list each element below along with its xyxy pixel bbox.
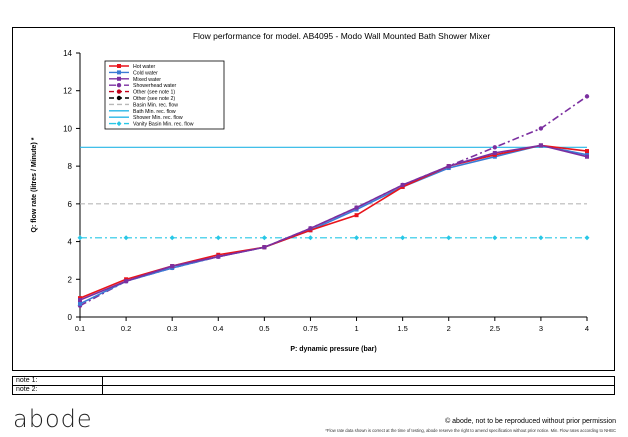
note-label: note 1: bbox=[12, 376, 103, 386]
x-axis-label: P: dynamic pressure (bar) bbox=[290, 346, 376, 353]
data-point bbox=[78, 298, 82, 303]
legend-marker bbox=[117, 70, 121, 75]
legend-entry: Other (see note 1) bbox=[133, 90, 175, 96]
note-row: note 2: bbox=[12, 385, 615, 395]
x-tick-label: 0.5 bbox=[259, 324, 269, 333]
data-point bbox=[538, 126, 544, 131]
data-point bbox=[78, 301, 82, 306]
series-line bbox=[79, 144, 588, 299]
series-line bbox=[79, 144, 588, 301]
y-tick-label: 14 bbox=[63, 49, 72, 58]
data-point bbox=[124, 279, 129, 284]
y-tick-label: 6 bbox=[68, 200, 73, 209]
plot-area: 0 2 4 6 8 10 12 14 0.1 0.2 0.3 0.4 0.5 0.75 1 1.5 2 2.5 3 4… bbox=[63, 49, 590, 333]
legend-marker bbox=[116, 89, 122, 94]
notes-table: note 1: note 2: bbox=[12, 376, 615, 395]
x-tick-label: 0.1 bbox=[75, 324, 85, 333]
note-text bbox=[102, 385, 615, 395]
data-point bbox=[446, 164, 451, 169]
legend-entry: Hot water bbox=[133, 64, 155, 70]
legend-entry: Mixed water bbox=[133, 77, 161, 83]
y-tick-label: 0 bbox=[68, 313, 73, 322]
y-axis-label: Q: flow rate (litres / Minute) * bbox=[31, 137, 38, 232]
reference-marker bbox=[446, 235, 452, 241]
data-point bbox=[585, 154, 589, 159]
data-point bbox=[170, 264, 175, 269]
reference-marker bbox=[169, 235, 175, 241]
data-point bbox=[354, 205, 359, 210]
legend-entry: Bath Min. rec. flow bbox=[133, 109, 176, 115]
reference-marker bbox=[307, 235, 313, 241]
abode-logo: abode bbox=[13, 405, 93, 433]
reference-marker bbox=[400, 235, 406, 241]
legend-marker bbox=[116, 95, 122, 101]
reference-marker bbox=[123, 235, 129, 241]
legend-marker bbox=[116, 83, 122, 88]
data-point bbox=[216, 254, 221, 259]
data-point bbox=[492, 145, 498, 150]
reference-marker bbox=[354, 235, 360, 241]
y-tick-label: 10 bbox=[63, 124, 72, 133]
note-label: note 2: bbox=[12, 385, 103, 395]
y-tick-label: 12 bbox=[63, 87, 72, 96]
data-point bbox=[584, 94, 590, 99]
note-text bbox=[102, 376, 615, 386]
reference-marker bbox=[584, 235, 590, 241]
legend-entry: Vanity Basin Min. rec. flow bbox=[133, 122, 194, 128]
chart-frame: Flow performance for model. AB4095 - Mod… bbox=[12, 27, 615, 371]
reference-marker bbox=[261, 235, 267, 241]
data-point bbox=[585, 149, 589, 154]
reference-marker bbox=[538, 235, 544, 241]
x-tick-label: 0.3 bbox=[167, 324, 177, 333]
legend-entry: Showerhead water bbox=[133, 83, 177, 89]
x-tick-label: 0.4 bbox=[213, 324, 223, 333]
x-tick-label: 2.5 bbox=[490, 324, 500, 333]
legend-entry: Other (see note 2) bbox=[133, 96, 175, 102]
data-point bbox=[308, 226, 313, 231]
note-row: note 1: bbox=[12, 376, 615, 386]
y-tick-label: 4 bbox=[68, 238, 73, 247]
flow-rate-footnote: *Flow rate data shown is correct at the … bbox=[325, 428, 616, 433]
legend-marker bbox=[117, 64, 121, 68]
legend-entry: Shower Min. rec. flow bbox=[133, 115, 183, 121]
x-tick-label: 1.5 bbox=[397, 324, 407, 333]
x-tick-label: 1 bbox=[354, 324, 358, 333]
data-point bbox=[354, 213, 359, 218]
x-tick-label: 0.75 bbox=[303, 324, 318, 333]
data-point bbox=[538, 143, 543, 148]
x-tick-label: 2 bbox=[447, 324, 451, 333]
legend-marker bbox=[117, 76, 121, 81]
legend-entry: Basin Min. rec. flow bbox=[133, 102, 178, 108]
x-tick-label: 3 bbox=[539, 324, 543, 333]
data-point bbox=[492, 150, 497, 155]
flow-chart: Flow performance for model. AB4095 - Mod… bbox=[31, 31, 590, 353]
data-point bbox=[400, 183, 405, 187]
data-point bbox=[262, 245, 267, 250]
legend-entry: Cold water bbox=[133, 70, 158, 76]
reference-marker bbox=[77, 235, 83, 241]
chart-title: Flow performance for model. AB4095 - Mod… bbox=[193, 31, 490, 41]
series-line bbox=[79, 144, 588, 305]
reference-marker bbox=[492, 235, 498, 241]
reference-marker bbox=[215, 235, 221, 241]
x-tick-label: 4 bbox=[585, 324, 589, 333]
x-tick-label: 0.2 bbox=[121, 324, 131, 333]
copyright-notice: © abode, not to be reproduced without pr… bbox=[445, 418, 616, 425]
legend-marker bbox=[116, 121, 122, 127]
y-tick-label: 2 bbox=[68, 275, 73, 284]
y-tick-label: 8 bbox=[68, 162, 73, 171]
